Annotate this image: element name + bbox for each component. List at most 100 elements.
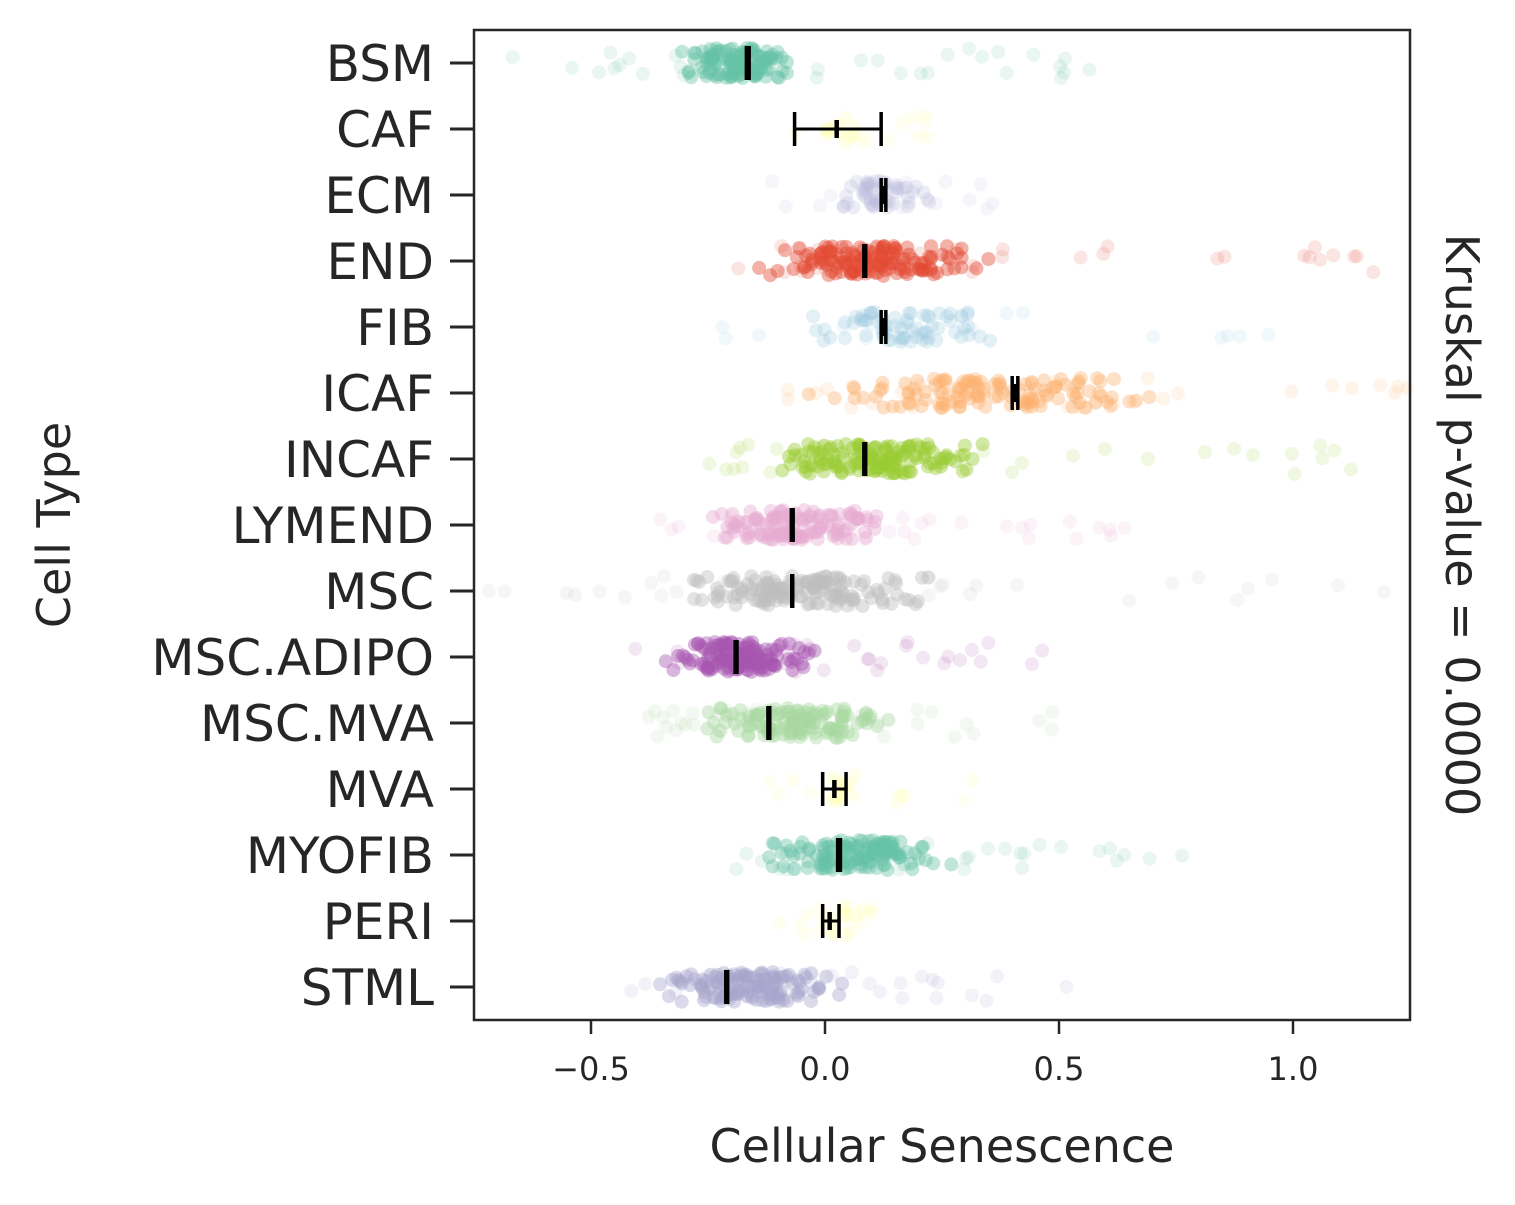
data-point <box>794 573 809 588</box>
data-point <box>721 637 736 652</box>
data-point <box>839 840 854 855</box>
data-point <box>875 381 890 396</box>
data-point <box>763 774 778 789</box>
data-point <box>1325 378 1340 393</box>
strip-fib <box>715 305 1276 349</box>
data-point <box>818 569 833 584</box>
data-point <box>913 66 928 81</box>
data-point <box>834 590 849 605</box>
data-point <box>720 66 735 81</box>
data-point <box>957 793 972 808</box>
data-point <box>915 570 929 585</box>
data-point <box>880 862 895 877</box>
data-point <box>727 994 742 1009</box>
data-point <box>920 65 935 80</box>
data-point <box>874 656 889 671</box>
data-point <box>873 460 888 475</box>
data-point <box>801 437 816 452</box>
data-point <box>875 240 890 255</box>
data-point <box>778 656 793 671</box>
y-tick-label: END <box>327 233 435 291</box>
data-point <box>761 576 776 591</box>
data-point <box>809 596 823 611</box>
data-point <box>860 652 875 667</box>
data-point <box>857 852 872 867</box>
data-point <box>924 239 938 254</box>
data-point <box>810 525 825 540</box>
data-point <box>910 373 925 388</box>
data-point <box>916 450 931 465</box>
data-point <box>749 645 764 660</box>
data-point <box>814 570 829 585</box>
data-point <box>816 333 831 348</box>
data-point <box>815 838 830 853</box>
data-point <box>882 835 897 850</box>
x-tick-label: 0.5 <box>1034 1050 1085 1088</box>
data-point <box>830 723 845 738</box>
data-point <box>725 47 740 62</box>
data-point <box>768 702 783 716</box>
data-point <box>847 391 862 406</box>
data-point <box>1366 265 1381 280</box>
data-point <box>747 46 762 61</box>
data-point <box>772 638 787 653</box>
data-point <box>717 530 732 545</box>
data-point <box>807 715 822 730</box>
data-point <box>735 584 750 599</box>
data-point <box>906 395 921 410</box>
data-point <box>900 189 915 204</box>
data-point <box>972 329 987 344</box>
data-point <box>879 443 894 458</box>
data-point <box>765 532 780 547</box>
data-point <box>848 908 863 923</box>
data-point <box>766 969 781 983</box>
data-point <box>794 532 809 547</box>
data-point <box>766 658 781 673</box>
data-point <box>919 263 934 278</box>
data-point <box>748 512 763 527</box>
data-point <box>857 574 872 589</box>
data-point <box>739 967 754 982</box>
data-point <box>801 843 816 858</box>
data-point <box>749 510 764 525</box>
data-point <box>926 445 941 460</box>
data-point <box>800 860 815 875</box>
data-point <box>775 64 790 79</box>
data-point <box>727 716 742 731</box>
data-point <box>969 261 984 276</box>
data-point <box>871 258 886 273</box>
data-point <box>851 511 865 525</box>
data-point <box>699 974 714 989</box>
data-point <box>765 987 780 1002</box>
data-point <box>840 708 855 723</box>
data-point <box>744 569 759 584</box>
data-point <box>900 635 915 650</box>
y-tick-label: FIB <box>356 299 434 357</box>
data-point <box>820 127 835 142</box>
data-point <box>871 586 886 601</box>
data-point <box>807 440 822 455</box>
data-point <box>871 451 886 466</box>
data-point <box>834 719 849 734</box>
data-point <box>767 527 781 542</box>
data-point <box>898 592 912 607</box>
errorbar-bsm <box>744 46 751 80</box>
data-point <box>816 849 831 864</box>
data-point <box>881 132 896 147</box>
data-point <box>1037 373 1051 388</box>
data-point <box>706 990 721 1005</box>
data-point <box>737 656 752 671</box>
data-point <box>1264 572 1279 587</box>
data-point <box>753 652 768 667</box>
data-point <box>755 965 770 980</box>
data-point <box>825 862 840 877</box>
data-point <box>796 514 811 528</box>
data-point <box>718 648 733 663</box>
data-point <box>720 638 735 653</box>
data-point <box>746 656 760 671</box>
data-point <box>812 922 827 937</box>
data-point <box>690 637 705 651</box>
data-point <box>824 849 839 864</box>
data-point <box>873 834 888 849</box>
data-point <box>865 245 879 260</box>
